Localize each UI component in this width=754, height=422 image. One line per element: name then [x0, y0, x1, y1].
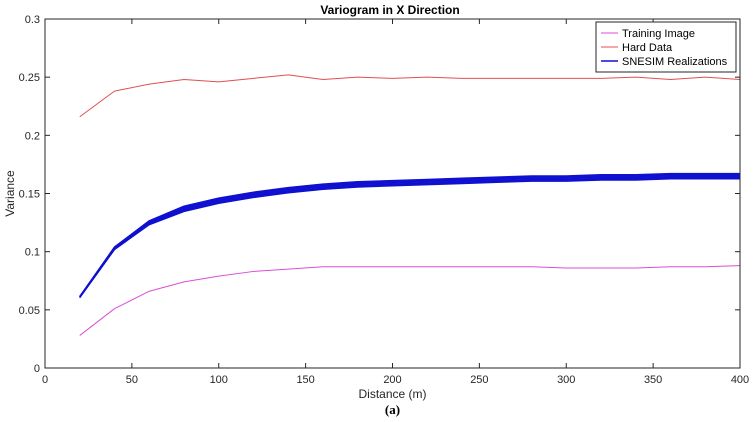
chart-title: Variogram in X Direction: [320, 3, 459, 17]
x-tick-label: 350: [644, 374, 662, 386]
legend-entry: Training Image: [622, 28, 695, 40]
legend-box: [595, 21, 737, 73]
y-tick-label: 0.05: [19, 305, 40, 317]
x-tick-label: 200: [383, 374, 401, 386]
y-tick-label: 0: [34, 363, 40, 375]
series-line-snesim-realization: [79, 174, 740, 298]
series-line-snesim-realization: [79, 176, 740, 298]
x-tick-label: 400: [731, 374, 749, 386]
y-tick-label: 0.25: [19, 72, 40, 84]
y-tick-label: 0.2: [25, 130, 40, 142]
x-tick-label: 250: [470, 374, 488, 386]
figure-caption: (a): [385, 402, 400, 417]
legend: Training Image Hard Data SNESIM Realizatio…: [595, 21, 737, 73]
x-axis-label: Distance (m): [358, 387, 426, 401]
series-line-snesim-realization: [79, 175, 740, 298]
series-line-hard-data: [79, 74, 741, 118]
legend-entry: Hard Data: [622, 42, 673, 54]
x-tick-label: 50: [126, 374, 138, 386]
x-tick-label: 0: [42, 374, 48, 386]
series-line-training-image: [79, 265, 741, 336]
series-line-snesim-realization: [79, 177, 740, 298]
x-tick-label: 100: [210, 374, 228, 386]
y-axis-label: Variance: [3, 170, 17, 217]
y-tick-label: 0.15: [19, 189, 40, 201]
legend-entry: SNESIM Realizations: [622, 56, 728, 68]
axes-ticks: 0 50 100 150 200 250 300 350 400 0 0.05 0.1 0.15 0.2 0…: [19, 14, 750, 386]
x-tick-label: 150: [296, 374, 314, 386]
y-tick-label: 0.1: [25, 247, 40, 259]
x-tick-label: 300: [557, 374, 575, 386]
series-line-snesim-realization: [79, 173, 740, 297]
y-tick-label: 0.3: [25, 14, 40, 26]
series-layer: [79, 74, 741, 336]
